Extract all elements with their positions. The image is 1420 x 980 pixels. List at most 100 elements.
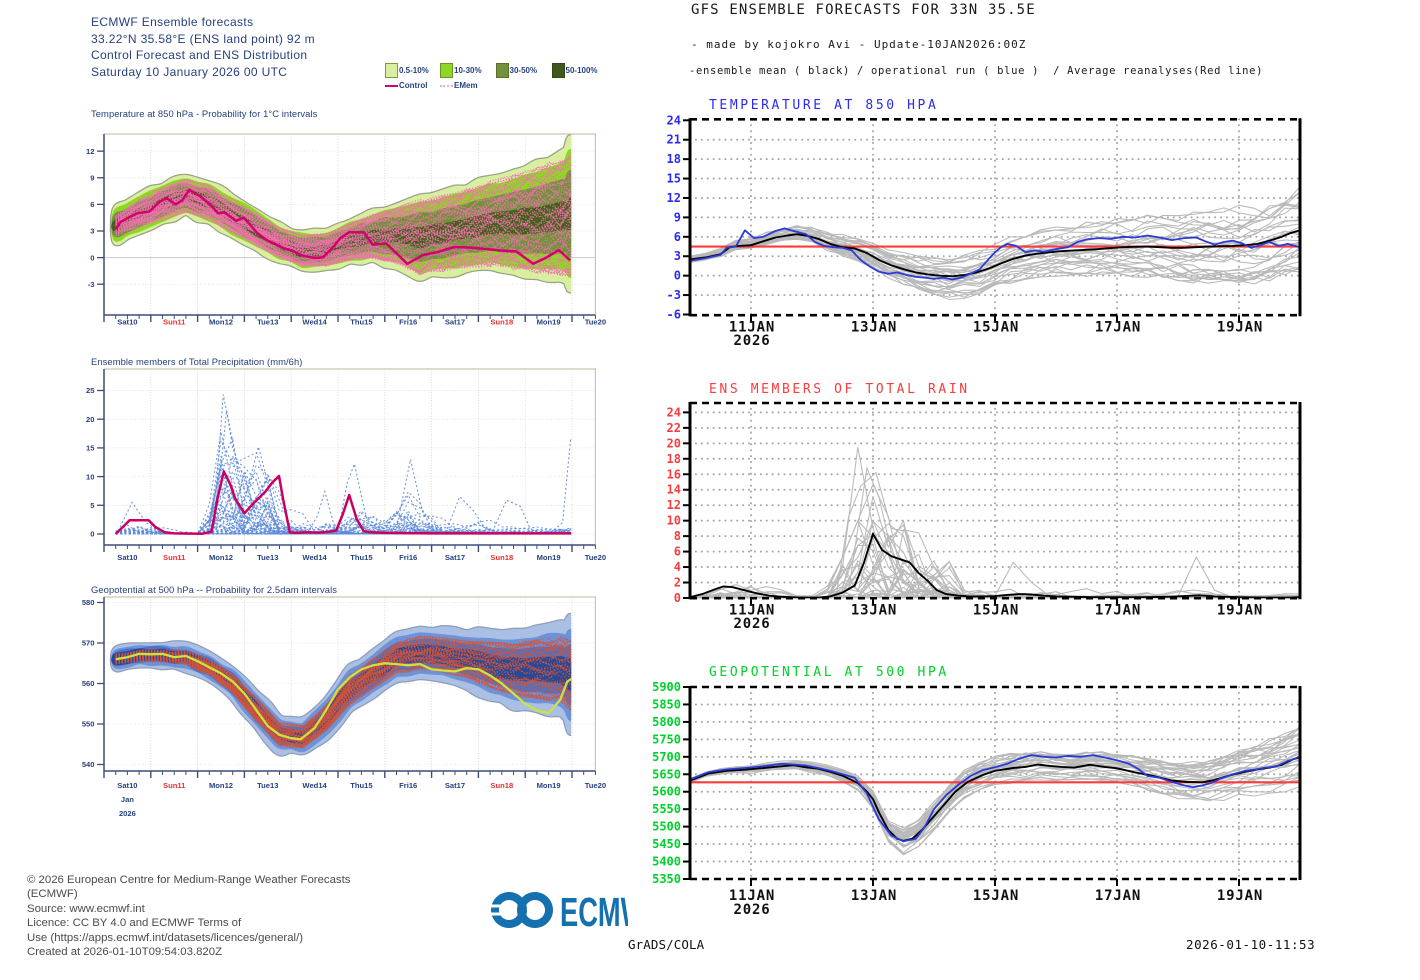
control-line (114, 470, 572, 535)
gfs-subtitle2: -ensemble mean ( black) / operational ru… (689, 64, 1264, 77)
legend-label: 50-100% (565, 66, 598, 75)
ensemble-member-outlier (307, 489, 341, 534)
ensemble-member (115, 513, 572, 535)
x-day-label: Tue20 (585, 317, 606, 326)
ensemble-member (115, 649, 572, 732)
y-tick-label: 12 (86, 147, 94, 156)
ensemble-member (115, 646, 572, 739)
x-tick-label: 15JAN (973, 320, 1019, 336)
ensemble-member-outlier (445, 495, 496, 534)
ensemble-member (115, 150, 572, 243)
y-tick-label: 5750 (652, 732, 681, 746)
x-day-label: Sat10 (117, 317, 137, 326)
ecmwf-logo-rings (491, 892, 554, 928)
y-tick-label: 16 (667, 467, 681, 481)
y-tick-label: 5400 (652, 855, 681, 869)
ensemble-mean-line (690, 532, 1300, 599)
y-tick-label: 6 (674, 545, 681, 559)
x-day-label: Sun18 (490, 317, 513, 326)
grads-credit: GrADS/COLA (628, 937, 705, 952)
gfs-temp-chart-title: TEMPERATURE AT 850 HPA (709, 97, 939, 113)
y-tick-label: 15 (667, 172, 681, 186)
ensemble-member (115, 469, 572, 535)
x-day-label: Mon12 (209, 781, 233, 790)
x-tick-label: 19JAN (1217, 603, 1263, 619)
ensemble-member (115, 190, 572, 273)
x-tick-label: 19JAN (1217, 888, 1263, 904)
ecmwf-logo-ring-right (517, 892, 554, 928)
x-day-label: Mon19 (537, 317, 561, 326)
x-day-label: Thu15 (350, 553, 373, 562)
ensemble-member (115, 191, 572, 256)
ecmwf-footer-licence-url: Use (https://apps.ecmwf.int/datasets/lic… (27, 931, 304, 944)
y-tick-label: 5700 (652, 750, 681, 764)
ecmwf-footer-copyright: © 2026 European Centre for Medium-Range … (27, 874, 351, 886)
y-tick-label: 24 (667, 405, 681, 419)
ensemble-member (115, 204, 572, 272)
ensemble-member (115, 192, 572, 260)
y-tick-label: 10 (667, 514, 681, 528)
y-tick-label: 570 (82, 639, 95, 648)
x-extra-label: Jan (121, 795, 134, 804)
y-tick-label: 15 (86, 444, 95, 453)
y-tick-label: 22 (667, 421, 681, 435)
y-tick-label: 18 (667, 452, 681, 466)
ensemble-member (115, 200, 572, 267)
legend-line-EMem (440, 85, 453, 87)
y-tick-label: -6 (667, 307, 681, 321)
x-day-label: Tue20 (585, 781, 606, 790)
x-day-label: Sun18 (490, 553, 513, 562)
ensemble-member (690, 765, 1300, 848)
ecmwf-footer: © 2026 European Centre for Medium-Range … (27, 873, 351, 959)
ensemble-member (115, 201, 572, 273)
ecmwf-charts-canvas: -3 0 3 6 9 12 Sat10 Sun11 Mon12 Tue13 Wed14 Thu15 Fr… (82, 133, 606, 818)
ensemble-member (115, 457, 572, 535)
plot-area (690, 725, 1300, 856)
y-tick-label: 6 (674, 230, 681, 244)
x-year-label: 2026 (734, 902, 771, 918)
ensemble-member (115, 193, 572, 274)
ensemble-member (115, 200, 572, 276)
ecmwf-header-line3: Control Forecast and ENS Distribution (91, 48, 308, 63)
y-tick-label: 0 (90, 253, 94, 262)
ensemble-member (115, 193, 572, 267)
ensemble-member (115, 196, 572, 269)
ensemble-member (115, 195, 572, 275)
ensemble-member (115, 512, 572, 535)
ensemble-member (115, 638, 572, 740)
x-tick-label: 11JAN (729, 320, 775, 336)
y-tick-label: 5550 (652, 802, 681, 816)
x-year-label: 2026 (734, 616, 771, 632)
ensemble-member (115, 642, 572, 734)
y-tick-label: 18 (667, 152, 681, 166)
ensemble-member (690, 758, 1300, 848)
plot-area (690, 186, 1300, 301)
ensemble-member (115, 198, 572, 246)
y-tick-label: 5350 (652, 872, 681, 886)
ensemble-member (115, 180, 572, 260)
x-day-label: Sun11 (163, 781, 186, 790)
ensemble-member (690, 765, 1300, 843)
y-tick-label: 12 (667, 191, 681, 205)
x-tick-label: 13JAN (851, 888, 897, 904)
x-day-label: Mon12 (209, 553, 233, 562)
ensemble-member-outlier (848, 466, 929, 597)
legend-swatch-0.5-10% (385, 63, 398, 78)
ecmwf-footer-source: Source: www.ecmwf.int (27, 902, 145, 915)
legend-label: 10-30% (454, 66, 482, 75)
y-tick-label: 560 (82, 679, 95, 688)
y-tick-label: 0 (674, 591, 681, 605)
ensemble-member (115, 640, 572, 743)
y-tick-label: 580 (82, 598, 95, 607)
ensemble-member (115, 495, 572, 535)
x-tick-label: 13JAN (851, 603, 897, 619)
legend-line-Control (385, 85, 398, 87)
y-tick-label: 0 (90, 530, 94, 539)
legend-label: 0.5-10% (399, 66, 429, 75)
ecmwf-header-line4: Saturday 10 January 2026 00 UTC (91, 65, 288, 80)
y-tick-label: 14 (667, 483, 681, 497)
plot-frame (104, 368, 596, 545)
ecmwf-header-line2: 33.22°N 35.58°E (ENS land point) 92 m (91, 31, 315, 46)
y-tick-label: -3 (667, 288, 681, 302)
